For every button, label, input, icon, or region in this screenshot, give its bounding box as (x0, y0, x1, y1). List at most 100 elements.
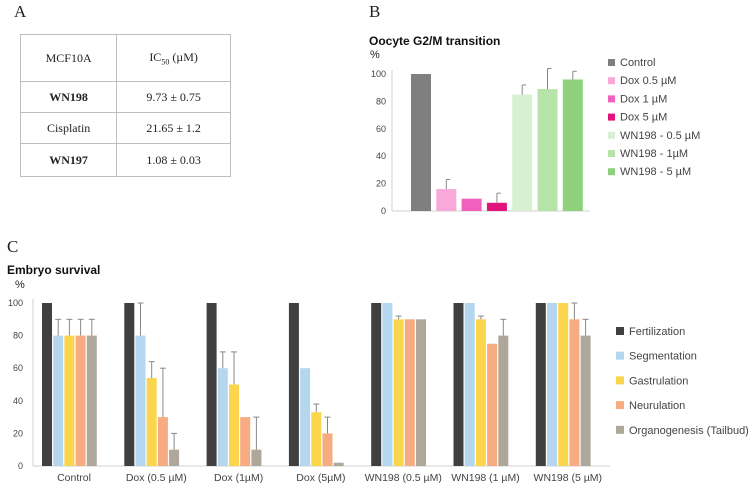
legend-label: Organogenesis (Tailbud) (629, 425, 749, 437)
bar (240, 417, 251, 466)
bar (498, 335, 509, 466)
y-tick-label: 20 (13, 428, 23, 438)
panel-c-letter: C (7, 237, 19, 256)
legend-swatch (608, 95, 615, 103)
y-tick-label: 80 (13, 331, 23, 341)
bar (382, 303, 393, 466)
chart-title: Oocyte G2/M transition (369, 34, 500, 48)
bar (404, 319, 415, 466)
table-header-row: MCF10A IC50 (µM) (19, 34, 231, 82)
y-axis-label: % (15, 279, 25, 291)
y-tick-label: 100 (8, 298, 23, 308)
y-tick-label: 100 (371, 69, 386, 79)
bar (53, 335, 64, 466)
legend-swatch (608, 59, 615, 66)
x-tick-label: WN198 (0.5 µM) (365, 472, 442, 484)
bar (411, 74, 431, 211)
bar (535, 303, 546, 466)
x-tick-label: WN198 (5 µM) (534, 472, 602, 484)
bar (547, 303, 557, 466)
legend-label: WN198 - 0.5 µM (620, 130, 700, 142)
oocyte-chart: Oocyte G2/M transition% 0 20 40 60 80 100 Contr… (369, 34, 700, 216)
legend-swatch (608, 131, 615, 139)
y-tick-label: 0 (381, 206, 386, 216)
bar (487, 343, 498, 466)
ic50-subscript: 50 (161, 57, 170, 67)
bar (416, 319, 426, 466)
embryo-survival-chart: Embryo survival% 0 20 40 60 80 100 Control Dox (… (7, 263, 749, 484)
bar (288, 303, 299, 466)
bar (322, 433, 333, 466)
bar (229, 384, 239, 466)
bar (135, 335, 146, 466)
y-tick-label: 60 (13, 363, 23, 373)
panel-b-letter: B (369, 2, 381, 21)
bar (64, 335, 75, 466)
legend-swatch (608, 113, 615, 121)
legend-swatch (616, 327, 624, 335)
bar (333, 462, 344, 466)
legend-label: Dox 0.5 µM (620, 75, 676, 87)
legend-label: Fertilization (629, 326, 685, 338)
y-tick-label: 0 (18, 461, 23, 471)
bar (537, 89, 558, 211)
bar (393, 319, 404, 466)
legend-swatch (616, 425, 624, 434)
ic50-value: 1.08 ± 0.03 (116, 143, 231, 177)
legend-swatch (608, 77, 615, 85)
legend-label: Dox 1 µM (620, 93, 667, 105)
bar (146, 377, 157, 466)
bar (86, 335, 97, 466)
bar (558, 303, 569, 466)
bar (486, 202, 507, 211)
y-tick-label: 60 (376, 124, 386, 134)
x-tick-label: Control (57, 472, 91, 484)
bar (157, 417, 168, 466)
compound-name: WN198 (19, 81, 118, 113)
legend-swatch (616, 401, 624, 410)
bar (569, 319, 580, 466)
legend-label: Segmentation (629, 351, 697, 363)
x-tick-label: Dox (5µM) (296, 472, 345, 484)
bar (512, 94, 533, 211)
y-axis-label: % (370, 49, 380, 61)
y-tick-label: 40 (13, 396, 23, 406)
legend-swatch (616, 376, 624, 385)
table-row: WN197 1.08 ± 0.03 (19, 143, 231, 177)
bar (311, 412, 322, 466)
ic50-prefix: IC (149, 49, 162, 64)
bar (75, 335, 86, 466)
ic50-table: MCF10A IC50 (µM) WN198 9.73 ± 0.75 Cispl… (19, 34, 231, 177)
bar (464, 303, 475, 466)
ic50-header: IC50 (µM) (116, 34, 231, 82)
x-tick-label: Dox (0.5 µM) (126, 472, 187, 484)
x-tick-label: WN198 (1 µM) (451, 472, 519, 484)
legend-swatch (616, 351, 624, 360)
legend-label: WN198 - 1µM (620, 148, 688, 160)
bar (562, 79, 583, 211)
legend-label: Neurulation (629, 400, 685, 412)
legend-label: WN198 - 5 µM (620, 166, 691, 178)
bar (475, 319, 486, 466)
ic50-value: 21.65 ± 1.2 (116, 112, 231, 144)
bar (42, 303, 52, 466)
legend-label: Dox 5 µM (620, 112, 667, 124)
legend-swatch (608, 168, 615, 176)
legend-label: Control (620, 57, 655, 69)
y-tick-label: 20 (376, 179, 386, 189)
x-tick-label: Dox (1µM) (214, 472, 263, 484)
y-tick-label: 40 (376, 151, 386, 161)
chart-title: Embryo survival (7, 263, 100, 277)
bar (206, 303, 217, 466)
bar (251, 449, 262, 466)
y-tick-label: 80 (376, 96, 386, 106)
bar (461, 198, 482, 211)
ic50-unit: (µM) (169, 49, 198, 64)
legend-label: Gastrulation (629, 375, 688, 387)
panel-a-letter: A (14, 2, 27, 21)
bar (300, 368, 311, 466)
bar (124, 303, 135, 466)
bar (217, 368, 228, 466)
bar (453, 303, 464, 466)
legend-swatch (608, 150, 615, 157)
